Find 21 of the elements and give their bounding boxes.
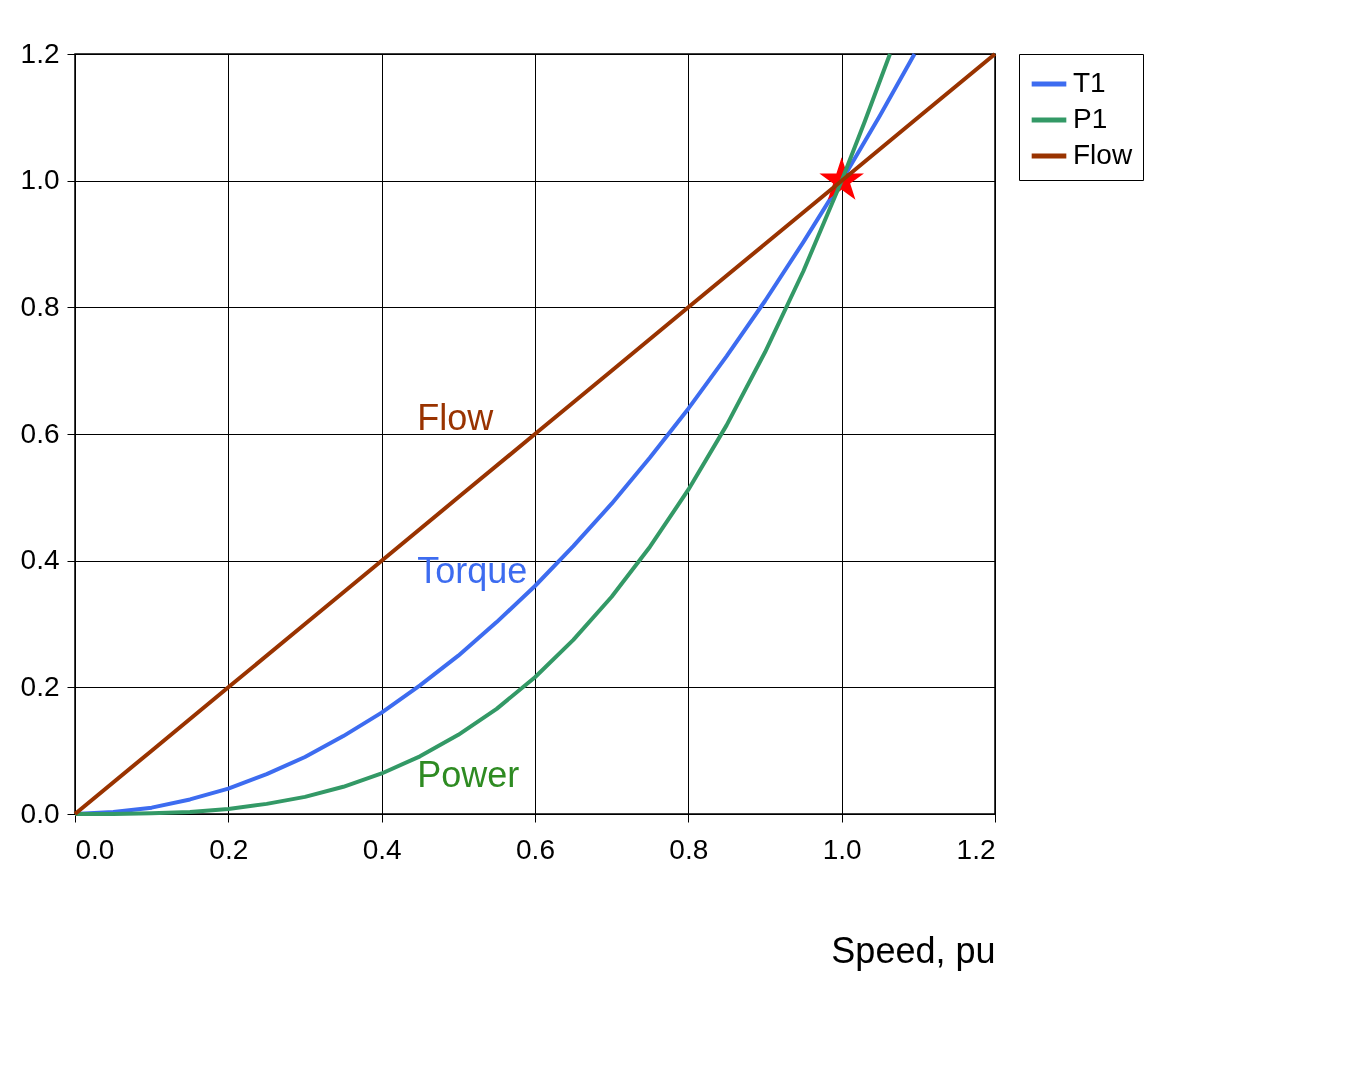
y-tick-label: 0.4 [20,544,60,576]
x-tick-label: 1.0 [822,833,862,865]
x-tick-label: 1.2 [956,833,996,865]
legend-label: T1 [1073,67,1106,98]
legend-label: P1 [1073,103,1108,134]
y-tick-label: 1.2 [20,37,60,69]
y-tick-label: 0.2 [20,670,60,702]
x-tick-label: 0.0 [75,833,115,865]
x-tick-label: 0.6 [516,833,555,865]
x-tick-label: 0.2 [209,833,249,865]
y-tick-label: 0.8 [20,290,60,322]
x-tick-label: 0.4 [362,833,402,865]
annotation: Power [417,754,520,795]
annotation: Flow [417,396,495,438]
legend-label: Flow [1073,139,1133,170]
x-tick-label: 0.8 [669,833,709,865]
y-tick-label: 1.0 [20,164,60,196]
annotation: Torque [417,550,528,592]
y-tick-label: 0.6 [20,417,60,449]
x-axis-title: Speed, pu [831,929,996,971]
y-tick-label: 0.0 [20,797,60,829]
